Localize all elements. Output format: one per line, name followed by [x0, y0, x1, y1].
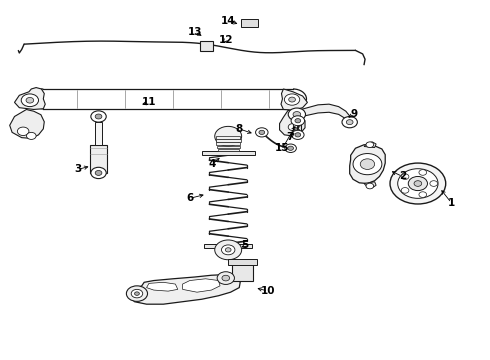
Polygon shape	[228, 259, 257, 265]
Circle shape	[408, 176, 427, 190]
Polygon shape	[202, 151, 255, 155]
Circle shape	[95, 114, 102, 119]
Circle shape	[295, 118, 301, 123]
Text: 10: 10	[261, 286, 275, 296]
Text: 4: 4	[209, 159, 216, 169]
Polygon shape	[218, 149, 239, 151]
Circle shape	[131, 289, 143, 298]
Circle shape	[419, 170, 427, 175]
Circle shape	[294, 129, 300, 134]
Polygon shape	[364, 182, 376, 188]
Circle shape	[222, 275, 230, 281]
Polygon shape	[95, 122, 102, 145]
Text: 11: 11	[142, 98, 156, 107]
Text: 13: 13	[187, 27, 202, 37]
Polygon shape	[232, 263, 253, 280]
Circle shape	[288, 108, 305, 121]
Circle shape	[398, 169, 438, 198]
Circle shape	[291, 116, 305, 126]
Circle shape	[135, 292, 139, 295]
Circle shape	[91, 167, 106, 179]
Polygon shape	[216, 136, 241, 139]
Circle shape	[21, 94, 39, 107]
Circle shape	[26, 98, 34, 103]
Text: 8: 8	[236, 124, 243, 134]
Polygon shape	[350, 145, 385, 184]
Polygon shape	[216, 139, 241, 142]
Circle shape	[215, 240, 242, 260]
Text: 5: 5	[242, 240, 248, 250]
Circle shape	[294, 117, 300, 122]
Circle shape	[346, 120, 353, 125]
Circle shape	[217, 272, 234, 284]
Circle shape	[221, 245, 235, 255]
Text: 3: 3	[74, 165, 81, 174]
Circle shape	[419, 192, 427, 197]
Polygon shape	[204, 243, 252, 248]
Text: 6: 6	[186, 193, 194, 203]
Circle shape	[126, 286, 147, 301]
Circle shape	[285, 144, 296, 153]
Circle shape	[288, 123, 298, 131]
Polygon shape	[295, 104, 351, 123]
Polygon shape	[15, 87, 45, 109]
Circle shape	[342, 117, 357, 128]
Circle shape	[26, 132, 36, 139]
Text: 1: 1	[448, 198, 455, 208]
Circle shape	[288, 146, 294, 150]
Circle shape	[414, 181, 422, 186]
Polygon shape	[90, 145, 107, 173]
Text: 7: 7	[287, 132, 294, 141]
Circle shape	[215, 126, 242, 146]
Circle shape	[295, 133, 301, 137]
Circle shape	[91, 111, 106, 122]
Circle shape	[294, 111, 300, 116]
Polygon shape	[293, 109, 301, 136]
Circle shape	[360, 159, 375, 170]
Polygon shape	[364, 142, 376, 148]
Circle shape	[256, 128, 268, 137]
Polygon shape	[280, 110, 305, 136]
Polygon shape	[216, 143, 241, 145]
Text: 12: 12	[219, 35, 233, 45]
Polygon shape	[217, 145, 240, 148]
Polygon shape	[130, 275, 240, 304]
Circle shape	[259, 130, 265, 135]
Text: 15: 15	[275, 143, 290, 153]
Bar	[200, 41, 213, 50]
Circle shape	[430, 181, 438, 186]
Circle shape	[401, 188, 409, 193]
Circle shape	[17, 127, 29, 136]
Circle shape	[293, 112, 301, 117]
Text: 9: 9	[351, 109, 358, 119]
Circle shape	[294, 123, 300, 128]
Circle shape	[225, 248, 231, 252]
Circle shape	[284, 94, 300, 105]
Circle shape	[390, 163, 446, 204]
Circle shape	[95, 171, 102, 175]
Circle shape	[292, 130, 304, 139]
Circle shape	[366, 183, 374, 189]
Text: 2: 2	[399, 171, 406, 181]
Bar	[241, 19, 258, 27]
Circle shape	[289, 97, 295, 102]
Polygon shape	[10, 109, 44, 138]
Circle shape	[353, 153, 382, 175]
Circle shape	[401, 174, 409, 180]
Polygon shape	[281, 89, 307, 110]
Circle shape	[366, 142, 374, 148]
Text: 14: 14	[221, 15, 236, 26]
Polygon shape	[147, 282, 178, 291]
Polygon shape	[183, 279, 220, 292]
